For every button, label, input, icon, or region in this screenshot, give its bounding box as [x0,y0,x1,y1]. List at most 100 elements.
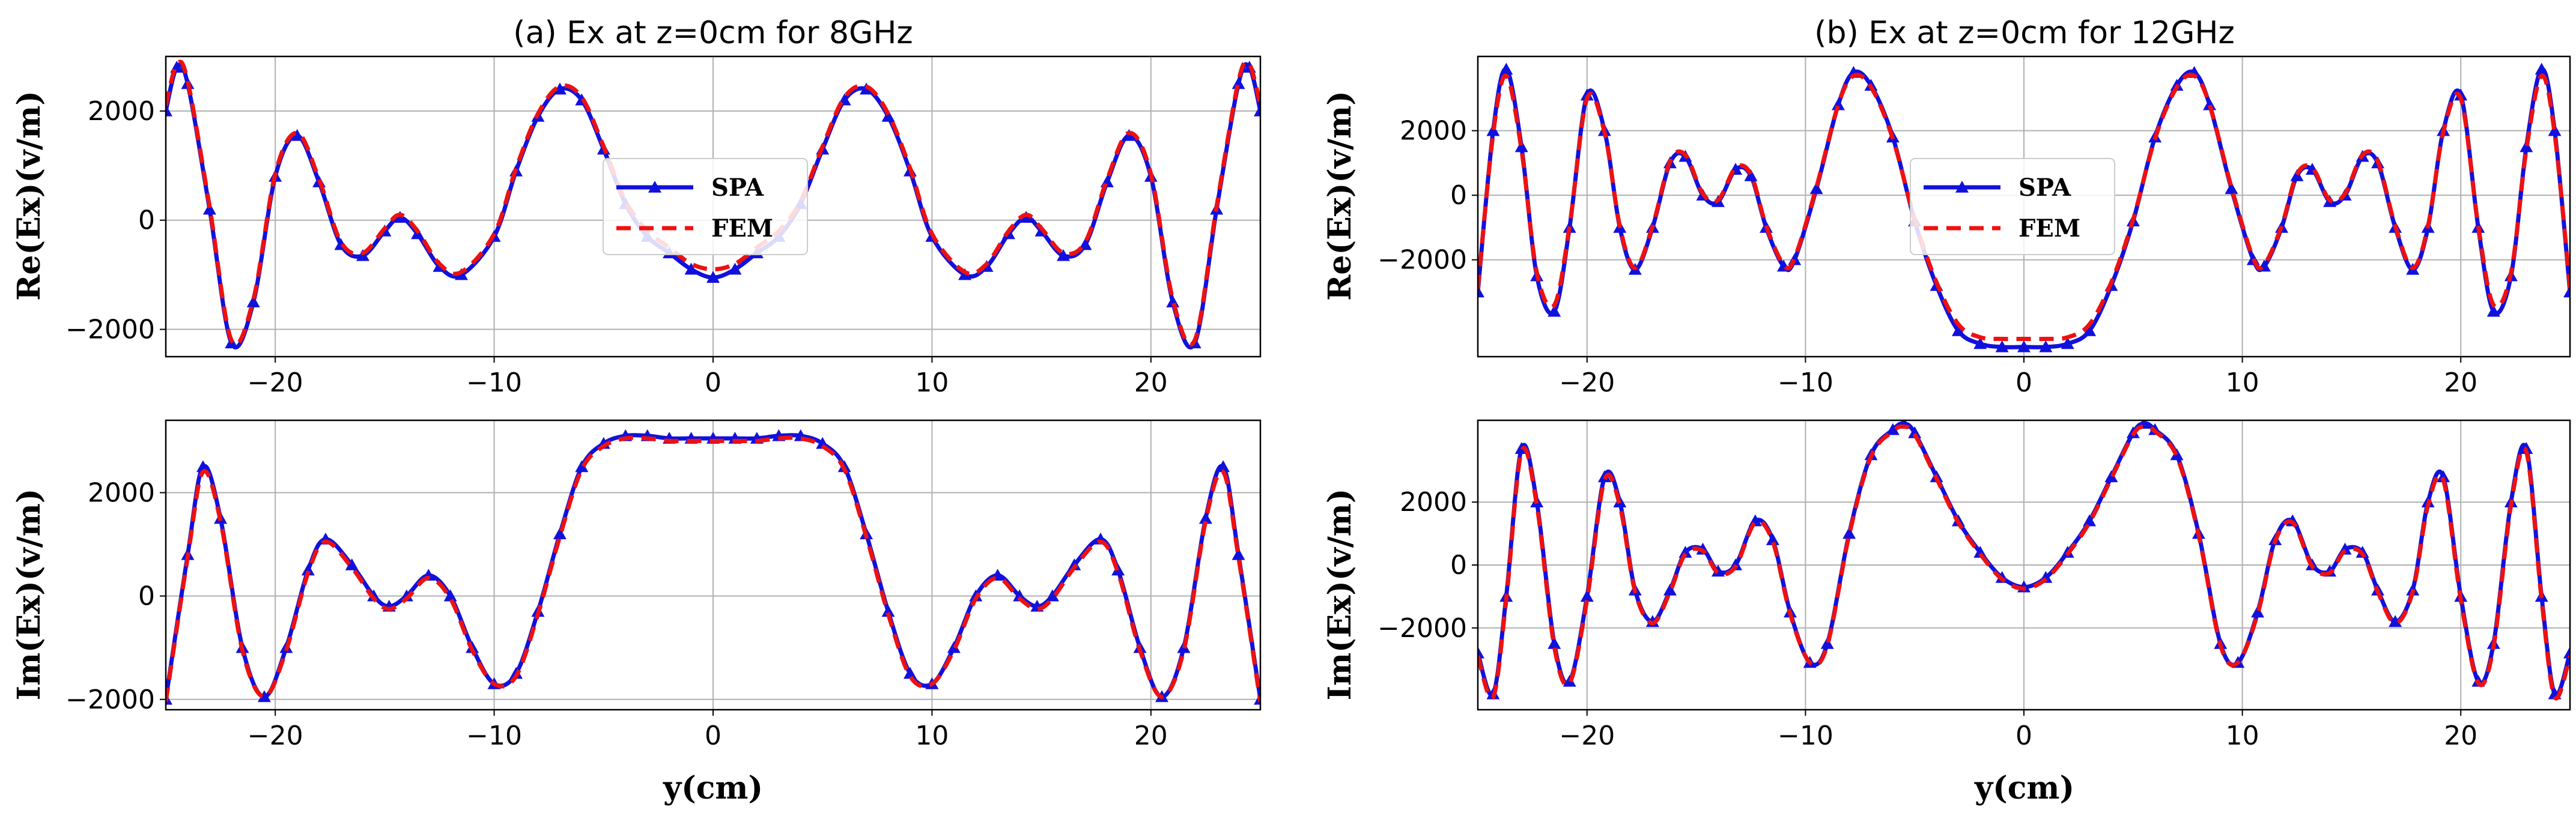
data-point-spa [1548,636,1561,649]
x-tick-label: 20 [2444,367,2477,398]
data-point-spa [2548,124,2562,136]
data-point-spa [1198,512,1212,524]
data-point-spa [2290,169,2304,181]
data-point-spa [2437,470,2450,483]
plot-a-real: −20 −10 0 10 20 −2000 0 2000 SPA FEM [65,55,1262,398]
xlabel-b: y(cm) [1974,770,2074,806]
legend-box [603,158,808,255]
data-point-spa [1744,169,1758,181]
data-point-spa [1663,583,1677,596]
ylabel-b-real: Re(Ex)(v/m) [1322,91,1358,301]
legend: SPA FEM [1910,158,2115,255]
data-point-spa [2251,605,2265,618]
data-point-spa [1766,533,1779,545]
x-tick-label: −20 [248,721,303,751]
x-tick-label: 10 [915,367,949,398]
data-point-spa [196,460,210,473]
x-tick-label: 20 [2444,721,2477,751]
data-point-spa [1514,140,1528,153]
data-point-spa [2104,470,2118,483]
y-tick-label: 2000 [88,96,155,127]
data-point-spa [202,202,216,215]
data-point-spa [1548,304,1561,317]
y-tick-label: −2000 [65,315,155,345]
data-point-spa [881,605,895,617]
data-point-spa [1809,182,1823,195]
data-point-spa [166,104,172,116]
data-point-spa [1831,98,1845,110]
data-point-spa [2486,304,2500,317]
data-point-spa [2389,615,2402,627]
data-point-spa [246,295,260,307]
data-point-spa [2535,62,2548,75]
plot-area [1478,420,2570,701]
y-tick-label: −2000 [65,685,155,715]
data-point-spa [1232,77,1245,89]
data-point-spa [2017,340,2031,352]
data-point-spa [1886,423,1900,435]
data-point-spa [1486,124,1500,136]
series-line-fem [1478,73,2570,342]
data-point-spa [1995,340,2009,352]
y-tick-label: 2000 [88,478,155,509]
data-point-spa [684,262,698,275]
series-line-fem [166,435,1260,703]
x-tick-label: −10 [466,367,522,398]
x-tick-label: 10 [2226,367,2259,398]
data-point-spa [553,82,567,95]
plot-area [166,429,1260,705]
plot-a-imag: −20 −10 0 10 20 −2000 0 2000 [65,419,1262,751]
legend-label-spa: SPA [2019,174,2071,202]
data-point-spa [1678,546,1692,558]
data-point-spa [903,666,917,679]
plot-b-real: −20 −10 0 10 20 −2000 0 2000 SPA FEM [1378,55,2571,398]
panel-a-title: (a) Ex at z=0cm for 8GHz [513,15,913,51]
data-point-spa [2083,324,2097,336]
data-point-spa [1057,249,1071,261]
data-point-spa [1820,636,1834,649]
data-point-spa [1078,238,1092,250]
x-tick-label: −10 [466,721,522,751]
data-point-spa [1013,589,1027,602]
data-point-spa [2225,182,2238,195]
data-point-spa [1217,460,1230,473]
y-tick-label: −2000 [1378,245,1467,276]
xlabel-a: y(cm) [663,770,763,806]
data-point-spa [1232,548,1245,560]
x-tick-label: −20 [1559,721,1615,751]
plot-area [1478,62,2570,352]
y-tick-label: 0 [1450,550,1467,581]
y-tick-label: −2000 [1378,613,1467,644]
data-point-spa [2083,514,2097,527]
data-point-spa [1499,62,1513,75]
data-point-spa [1100,175,1114,187]
y-tick-label: 0 [138,581,155,612]
data-point-spa [728,262,742,275]
data-point-spa [345,558,359,570]
panel-b-title: (b) Ex at z=0cm for 12GHz [1814,15,2235,51]
x-tick-label: 0 [705,721,721,751]
data-point-spa [2520,140,2533,153]
legend-marker-spa [648,181,661,193]
ylabel-b-imag: Im(Ex)(v/m) [1322,489,1358,701]
ylabel-a-real: Re(Ex)(v/m) [11,91,47,301]
y-tick-label: 2000 [1400,487,1467,518]
x-tick-label: −10 [1778,367,1833,398]
data-point-spa [2061,337,2074,349]
x-tick-label: −20 [248,367,303,398]
y-tick-label: 0 [138,205,155,236]
ylabel-a-imag: Im(Ex)(v/m) [11,489,47,701]
x-tick-label: 0 [705,367,721,398]
data-point-spa [290,128,304,141]
x-tick-label: −10 [1778,721,1833,751]
legend-marker-spa [1955,181,1969,193]
data-point-spa [257,690,271,703]
x-tick-label: 0 [2016,721,2032,751]
data-point-spa [1045,589,1059,602]
plot-b-imag: −20 −10 0 10 20 −2000 0 2000 [1378,419,2571,751]
y-tick-label: 0 [1450,180,1467,211]
x-tick-label: 10 [2226,721,2259,751]
data-point-spa [301,563,315,576]
legend-label-fem: FEM [2019,214,2080,243]
data-point-spa [2203,98,2217,110]
